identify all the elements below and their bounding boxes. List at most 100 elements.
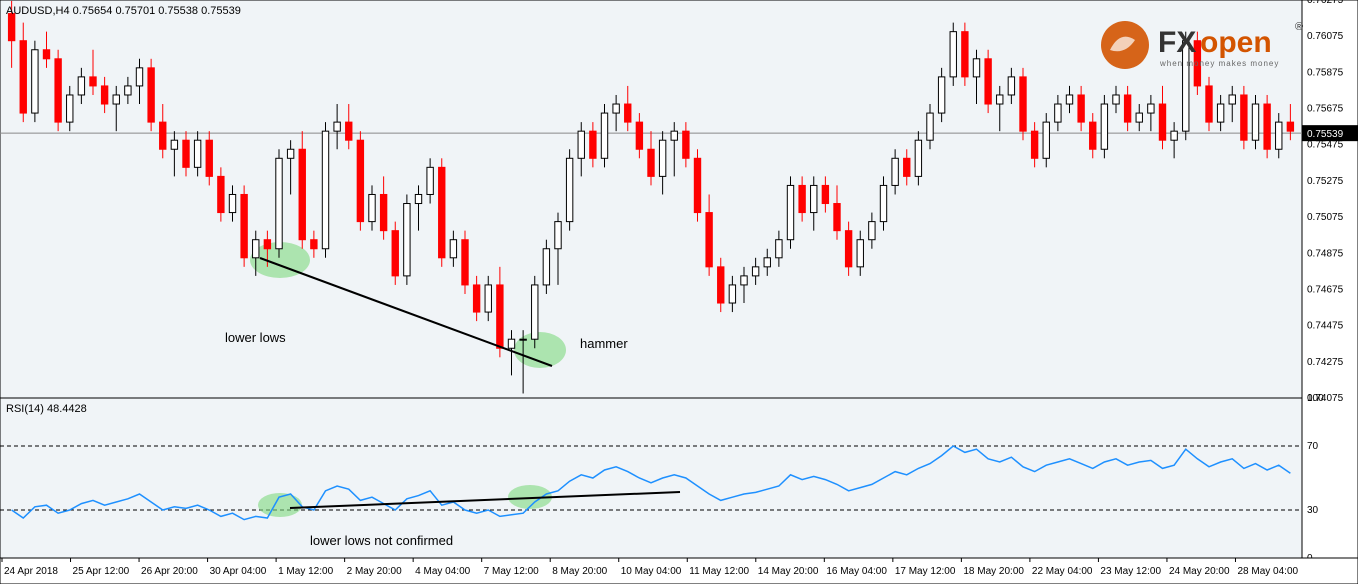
candle[interactable]: [171, 140, 177, 149]
candle[interactable]: [439, 167, 445, 257]
candle[interactable]: [962, 32, 968, 77]
candle[interactable]: [590, 131, 596, 158]
candle[interactable]: [1264, 104, 1270, 149]
candle[interactable]: [787, 185, 793, 239]
candle[interactable]: [497, 285, 503, 348]
candle[interactable]: [125, 86, 131, 95]
candle[interactable]: [136, 68, 142, 86]
candle[interactable]: [1031, 131, 1037, 158]
candle[interactable]: [1136, 113, 1142, 122]
candle[interactable]: [869, 222, 875, 240]
candle[interactable]: [997, 95, 1003, 104]
candle[interactable]: [1101, 104, 1107, 149]
candle[interactable]: [636, 122, 642, 149]
candle[interactable]: [462, 240, 468, 285]
candle[interactable]: [613, 104, 619, 113]
candle[interactable]: [764, 258, 770, 267]
candle[interactable]: [683, 131, 689, 158]
candle[interactable]: [1159, 104, 1165, 140]
candle[interactable]: [845, 231, 851, 267]
candle[interactable]: [322, 131, 328, 249]
candle[interactable]: [392, 231, 398, 276]
candle[interactable]: [404, 204, 410, 276]
candle[interactable]: [20, 41, 26, 113]
candle[interactable]: [1055, 104, 1061, 122]
candle[interactable]: [508, 339, 514, 348]
candle[interactable]: [1229, 95, 1235, 104]
candle[interactable]: [346, 122, 352, 140]
candle[interactable]: [1066, 95, 1072, 104]
trading-chart[interactable]: 0.762750.760750.758750.756750.754750.752…: [0, 0, 1358, 584]
candle[interactable]: [648, 149, 654, 176]
candle[interactable]: [113, 95, 119, 104]
candle[interactable]: [1252, 104, 1258, 140]
candle[interactable]: [1078, 95, 1084, 122]
candle[interactable]: [543, 249, 549, 285]
candle[interactable]: [43, 50, 49, 59]
candle[interactable]: [718, 267, 724, 303]
candle[interactable]: [1124, 95, 1130, 122]
candle[interactable]: [369, 194, 375, 221]
candle[interactable]: [520, 339, 526, 340]
candle[interactable]: [822, 185, 828, 203]
candle[interactable]: [415, 194, 421, 203]
candle[interactable]: [752, 267, 758, 276]
candle[interactable]: [880, 185, 886, 221]
rsi-panel[interactable]: [0, 398, 1302, 558]
candle[interactable]: [427, 167, 433, 194]
candle[interactable]: [1276, 122, 1282, 149]
candle[interactable]: [334, 122, 340, 131]
candle[interactable]: [1090, 122, 1096, 149]
candle[interactable]: [90, 77, 96, 86]
candle[interactable]: [1206, 86, 1212, 122]
candle[interactable]: [811, 185, 817, 212]
candle[interactable]: [485, 285, 491, 312]
candle[interactable]: [148, 68, 154, 122]
candle[interactable]: [1020, 77, 1026, 131]
candle[interactable]: [927, 113, 933, 140]
candle[interactable]: [799, 185, 805, 212]
candle[interactable]: [915, 140, 921, 176]
candle[interactable]: [1241, 95, 1247, 140]
candle[interactable]: [904, 158, 910, 176]
candle[interactable]: [1148, 104, 1154, 113]
candle[interactable]: [218, 176, 224, 212]
candle[interactable]: [938, 77, 944, 113]
candle[interactable]: [160, 122, 166, 149]
candle[interactable]: [985, 59, 991, 104]
candle[interactable]: [659, 140, 665, 176]
candle[interactable]: [892, 158, 898, 185]
candle[interactable]: [1008, 77, 1014, 95]
candle[interactable]: [253, 240, 259, 258]
candle[interactable]: [450, 240, 456, 258]
candle[interactable]: [1043, 122, 1049, 158]
candle[interactable]: [706, 213, 712, 267]
candle[interactable]: [206, 140, 212, 176]
candle[interactable]: [241, 194, 247, 257]
candle[interactable]: [776, 240, 782, 258]
candle[interactable]: [8, 14, 14, 41]
candle[interactable]: [950, 32, 956, 77]
candle[interactable]: [380, 194, 386, 230]
candle[interactable]: [183, 140, 189, 167]
candle[interactable]: [834, 204, 840, 231]
candle[interactable]: [671, 131, 677, 140]
candle[interactable]: [694, 158, 700, 212]
candle[interactable]: [601, 113, 607, 158]
candle[interactable]: [67, 95, 73, 122]
candle[interactable]: [78, 77, 84, 95]
candle[interactable]: [625, 104, 631, 122]
candle[interactable]: [1217, 104, 1223, 122]
candle[interactable]: [1113, 95, 1119, 104]
candle[interactable]: [555, 222, 561, 249]
candle[interactable]: [473, 285, 479, 312]
candle[interactable]: [729, 285, 735, 303]
candle[interactable]: [194, 140, 200, 167]
candle[interactable]: [566, 158, 572, 221]
candle[interactable]: [1287, 122, 1293, 131]
candle[interactable]: [1171, 131, 1177, 140]
candle[interactable]: [578, 131, 584, 158]
candle[interactable]: [55, 59, 61, 122]
candle[interactable]: [101, 86, 107, 104]
candle[interactable]: [973, 59, 979, 77]
